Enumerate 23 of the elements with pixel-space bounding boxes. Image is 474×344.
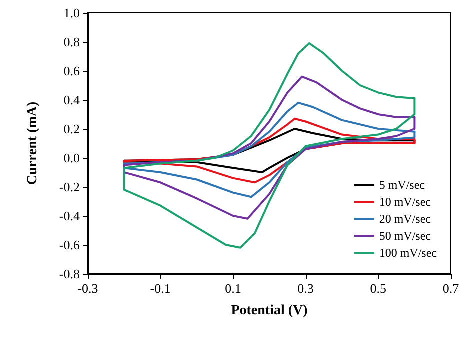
- y-tick-label: -0.2: [59, 180, 80, 194]
- legend-label: 10 mV/sec: [379, 195, 431, 209]
- y-tick-label: -0.8: [59, 266, 80, 282]
- x-tick-label: 0.3: [298, 281, 314, 296]
- x-tick-label: -0.3: [78, 281, 98, 296]
- legend-label: 20 mV/sec: [379, 212, 431, 226]
- legend-label: 100 mV/sec: [379, 246, 437, 260]
- y-tick-label: 0.2: [64, 122, 80, 136]
- x-tick-label: 0.7: [442, 281, 460, 296]
- x-axis-title: Potential (V): [231, 304, 308, 318]
- y-tick-label: 0.6: [64, 64, 80, 78]
- x-tick-label: 0.1: [225, 281, 242, 296]
- legend-label: 50 mV/sec: [379, 229, 431, 243]
- y-tick-label: 0.8: [64, 34, 80, 50]
- y-tick-label: 0.0: [64, 150, 80, 166]
- y-tick-label: 0.4: [64, 92, 80, 108]
- x-tick-label: -0.1: [150, 281, 171, 296]
- y-tick-label: 1.0: [64, 6, 80, 20]
- y-axis-title: Current (mA): [26, 102, 40, 186]
- x-tick-label: 0.5: [370, 281, 387, 296]
- legend-label: 5 mV/sec: [379, 178, 425, 192]
- y-tick-label: -0.4: [59, 208, 80, 224]
- y-tick-label: -0.6: [59, 238, 80, 252]
